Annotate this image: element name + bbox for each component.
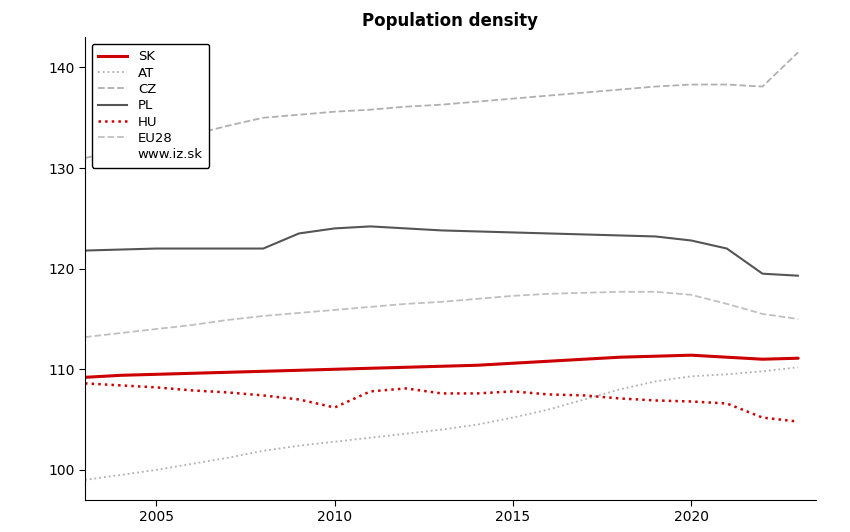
Legend: SK, AT, CZ, PL, HU, EU28, www.iz.sk: SK, AT, CZ, PL, HU, EU28, www.iz.sk	[92, 44, 209, 168]
Title: Population density: Population density	[362, 12, 539, 30]
